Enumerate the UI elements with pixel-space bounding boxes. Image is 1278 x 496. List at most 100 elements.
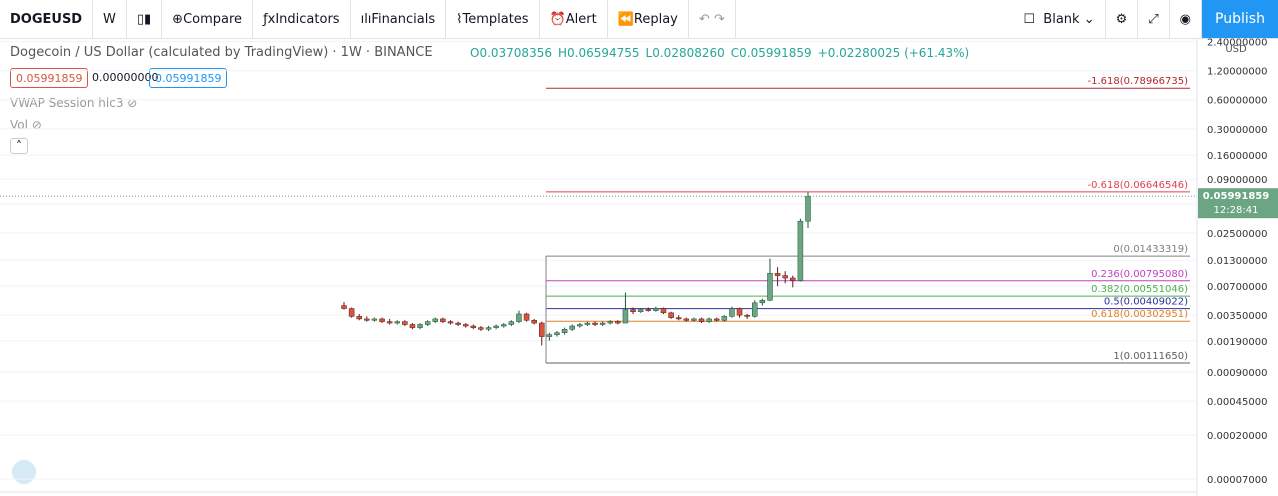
candle-body [478,327,484,330]
last-price-label: 0.05991859 [1203,191,1269,202]
ohlc-value: O0.03708356 [470,46,552,60]
undo-redo[interactable]: ↶ ↷ [689,0,736,38]
candle-body [577,324,583,327]
candle-body [348,308,355,317]
candle-body [409,324,416,328]
candle-body [341,305,347,309]
publish-button[interactable]: Publish [1202,0,1278,38]
bid[interactable]: 0.05991859 [10,68,89,88]
candle-body [767,273,773,301]
collapse-button[interactable]: ˄ [10,138,28,154]
toolbar-button[interactable]: ⏪ Replay [608,0,689,38]
y-tick-label: 0.30000000 [1207,125,1267,136]
y-tick-label: 0.02500000 [1207,229,1267,240]
ask[interactable]: 0.05991859 [149,68,228,88]
candle-body [782,275,788,279]
candle-body [653,308,659,311]
toolbar-button[interactable]: ⌇ Templates [446,0,540,38]
fib-label: 0.236(0.00795080) [1091,269,1188,280]
toolbar-button[interactable]: ılı Financials [351,0,447,38]
candle-body [660,308,667,314]
candle-body [736,308,743,316]
layout[interactable]: ☐ Blank ⌄ [1013,0,1106,38]
y-tick-label: 0.00190000 [1207,337,1267,348]
candle-body [744,314,750,317]
candle-body [508,321,515,325]
candle-body [539,322,545,337]
ohlc-value: C0.05991859 [730,46,812,60]
candle-body [493,325,499,328]
currency: USD [1225,44,1247,55]
y-tick-label: 0.60000000 [1207,96,1267,107]
candle-body [364,318,370,321]
countdown: 12:28:41 [1214,205,1259,216]
toolbar-button[interactable]: ⏰ Alert [540,0,608,38]
candle-body [424,321,431,325]
y-tick-label: 0.16000000 [1207,151,1267,162]
candle-body [592,322,598,325]
candle-body [470,325,477,328]
candle-body [805,195,811,222]
candle-body [668,312,674,318]
candle-body [752,302,758,317]
icon: ⊕ [172,11,184,27]
candle-body [729,308,735,317]
candle-body [691,318,697,321]
fullscreen[interactable]: ⤢ [1138,0,1170,38]
candle-body [531,319,537,324]
icon: ⌇ [456,11,463,27]
candle-body [645,309,652,311]
fib-label: 0(0.01433319) [1113,244,1188,255]
y-tick-label: 1.20000000 [1207,67,1267,78]
candle-body [371,318,378,321]
candle-body [386,321,393,324]
fib-label: 0.382(0.00551046) [1091,284,1188,295]
candle-body [584,322,591,325]
candle-body [622,309,629,324]
y-tick-label: 0.01300000 [1207,256,1267,267]
ohlc-value: L0.02808260 [645,46,725,60]
button-label: Alert [565,11,597,27]
y-tick-label: 0.00090000 [1207,368,1267,379]
candle-body [516,313,522,322]
button-label: Templates [462,11,529,27]
candle-body [713,318,720,321]
snapshot[interactable]: ◉ [1170,0,1202,38]
y-tick-label: 2.40000000 [1207,38,1267,49]
y-tick-label: 0.00350000 [1207,311,1267,322]
toolbar-button[interactable]: ⊕ Compare [162,0,254,38]
candle-body [797,220,804,281]
candle-body [546,334,553,337]
fib-label: 0.5(0.00409022) [1104,297,1188,308]
candle-body [615,321,621,324]
logo[interactable] [12,460,36,484]
icon: ⏰ [549,11,566,27]
candle-body [630,309,636,312]
candle-body [455,322,461,325]
y-tick-label: 0.00007000 [1207,475,1267,486]
icon: ılı [360,11,372,27]
candle-body [485,327,492,330]
icon: ⏪ [617,11,634,27]
toolbar-button[interactable]: ƒx Indicators [253,0,351,38]
chart-style[interactable]: ▯▮ [127,0,163,38]
candle-body [790,277,796,281]
candle-body [683,318,690,321]
symbol[interactable]: DOGEUSD [0,0,93,38]
interval[interactable]: W [93,0,127,38]
button-label: Financials [371,11,436,27]
y-tick-label: 0.00045000 [1207,397,1267,408]
candle-body [759,299,766,304]
candle-body [417,324,423,328]
ohlc-value: H0.06594755 [557,46,640,60]
fib-label: 0.618(0.00302951) [1091,309,1188,320]
spread: 0.00000000 [92,71,159,84]
fib-label: -1.618(0.78966735) [1088,76,1189,87]
candle-body [440,318,446,322]
candle-body [698,318,705,322]
settings[interactable]: ⚙ [1106,0,1139,38]
layout-name: Blank [1043,11,1080,27]
button-label: Compare [183,11,243,27]
candle-body [500,324,507,327]
